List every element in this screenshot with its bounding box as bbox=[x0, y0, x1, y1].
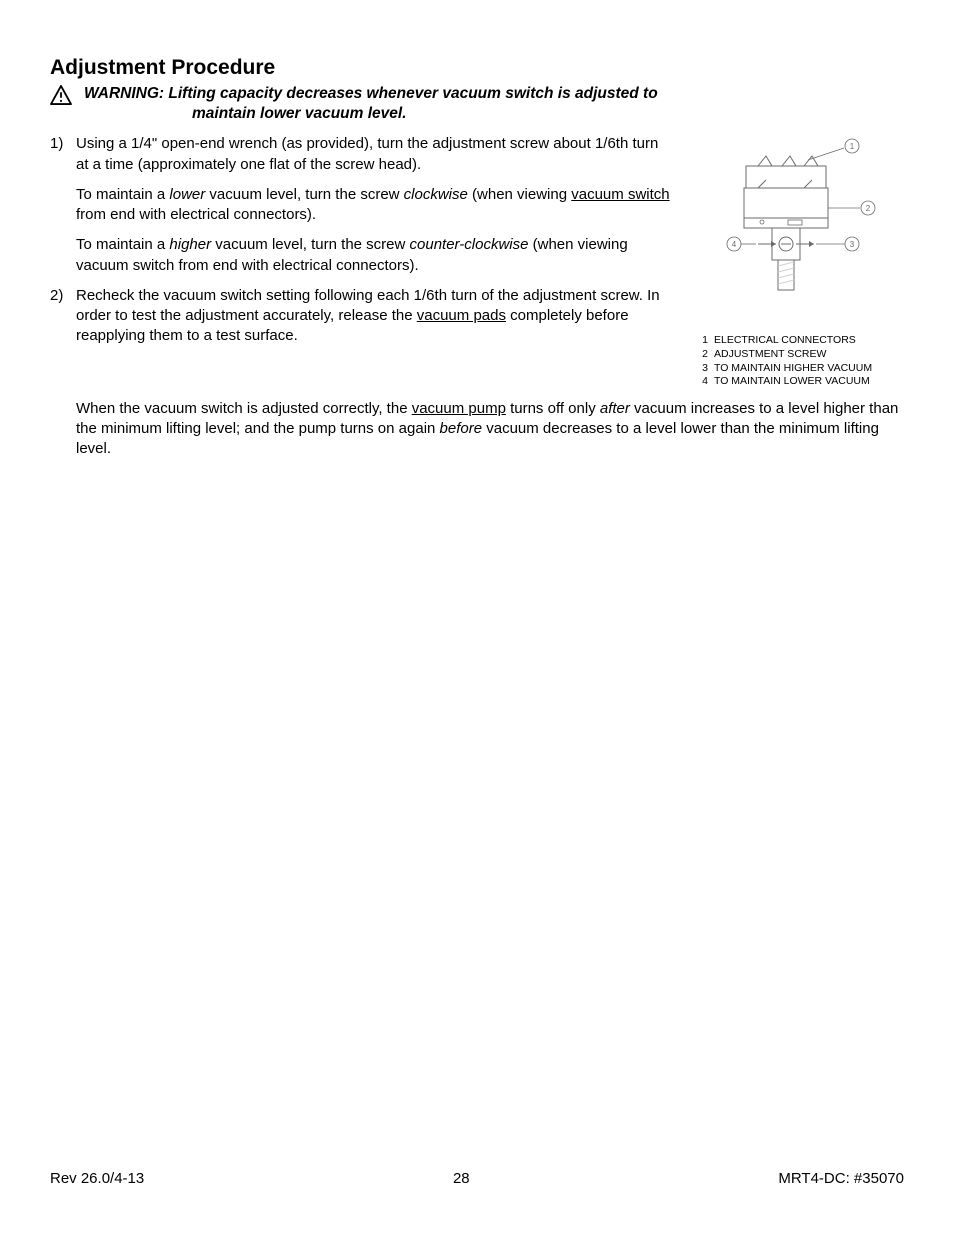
step-2-p1: Recheck the vacuum switch setting follow… bbox=[76, 286, 674, 347]
italic-after: after bbox=[600, 400, 630, 417]
diagram: 1 2 3 4 bbox=[694, 138, 904, 318]
legend-row: 4 TO MAINTAIN LOWER VACUUM bbox=[694, 375, 904, 389]
step-2: 2) Recheck the vacuum switch setting fol… bbox=[50, 286, 674, 347]
text: turns off only bbox=[506, 400, 600, 417]
legend-num: 3 bbox=[694, 362, 708, 376]
svg-text:1: 1 bbox=[850, 142, 855, 151]
step-1-number: 1) bbox=[50, 134, 76, 276]
legend-num: 4 bbox=[694, 375, 708, 389]
step-1-p3: To maintain a higher vacuum level, turn … bbox=[76, 235, 674, 276]
underline-vacuum-pads: vacuum pads bbox=[417, 307, 506, 324]
page-title: Adjustment Procedure bbox=[50, 56, 904, 80]
text: vacuum level, turn the screw bbox=[205, 186, 403, 203]
legend-label: ADJUSTMENT SCREW bbox=[714, 348, 826, 362]
text: To maintain a bbox=[76, 186, 169, 203]
warning-line2: maintain lower vacuum level. bbox=[84, 104, 658, 124]
italic-clockwise: clockwise bbox=[404, 186, 468, 203]
underline-vacuum-pump: vacuum pump bbox=[412, 400, 506, 417]
legend-label: ELECTRICAL CONNECTORS bbox=[714, 334, 856, 348]
legend-row: 3 TO MAINTAIN HIGHER VACUUM bbox=[694, 362, 904, 376]
step-2-body: Recheck the vacuum switch setting follow… bbox=[76, 286, 674, 347]
step-1: 1) Using a 1/4" open-end wrench (as prov… bbox=[50, 134, 674, 276]
warning-icon bbox=[50, 85, 72, 105]
legend-row: 1 ELECTRICAL CONNECTORS bbox=[694, 334, 904, 348]
warning-text: WARNING: Lifting capacity decreases when… bbox=[78, 84, 658, 124]
legend-num: 2 bbox=[694, 348, 708, 362]
italic-ccw: counter-clockwise bbox=[410, 236, 529, 253]
text: To maintain a bbox=[76, 236, 169, 253]
italic-lower: lower bbox=[169, 186, 205, 203]
footer-revision: Rev 26.0/4-13 bbox=[50, 1170, 144, 1187]
italic-before: before bbox=[440, 420, 483, 437]
warning-line1: WARNING: Lifting capacity decreases when… bbox=[84, 85, 658, 102]
warning-block: WARNING: Lifting capacity decreases when… bbox=[50, 84, 904, 124]
text-column: 1) Using a 1/4" open-end wrench (as prov… bbox=[50, 134, 694, 356]
final-paragraph: When the vacuum switch is adjusted corre… bbox=[50, 399, 904, 460]
legend-label: TO MAINTAIN HIGHER VACUUM bbox=[714, 362, 872, 376]
text: from end with electrical connectors). bbox=[76, 206, 316, 223]
svg-text:4: 4 bbox=[732, 240, 737, 249]
italic-higher: higher bbox=[169, 236, 211, 253]
legend-num: 1 bbox=[694, 334, 708, 348]
text: vacuum level, turn the screw bbox=[211, 236, 409, 253]
step-1-p2: To maintain a lower vacuum level, turn t… bbox=[76, 185, 674, 226]
footer-doc-id: MRT4-DC: #35070 bbox=[778, 1170, 904, 1187]
text: (when viewing bbox=[468, 186, 571, 203]
figure-column: 1 2 3 4 1 ELECTRICAL CONNECTORS 2 bbox=[694, 134, 904, 389]
diagram-legend: 1 ELECTRICAL CONNECTORS 2 ADJUSTMENT SCR… bbox=[694, 334, 904, 389]
page-footer: Rev 26.0/4-13 28 MRT4-DC: #35070 bbox=[50, 1170, 904, 1187]
step-1-body: Using a 1/4" open-end wrench (as provide… bbox=[76, 134, 674, 276]
step-2-number: 2) bbox=[50, 286, 76, 347]
content-row: 1) Using a 1/4" open-end wrench (as prov… bbox=[50, 134, 904, 389]
legend-label: TO MAINTAIN LOWER VACUUM bbox=[714, 375, 870, 389]
text: When the vacuum switch is adjusted corre… bbox=[76, 400, 412, 417]
step-1-p1: Using a 1/4" open-end wrench (as provide… bbox=[76, 134, 674, 175]
underline-vacuum-switch: vacuum switch bbox=[571, 186, 669, 203]
footer-page-number: 28 bbox=[453, 1170, 470, 1187]
svg-text:2: 2 bbox=[866, 204, 871, 213]
legend-row: 2 ADJUSTMENT SCREW bbox=[694, 348, 904, 362]
svg-text:3: 3 bbox=[850, 240, 855, 249]
